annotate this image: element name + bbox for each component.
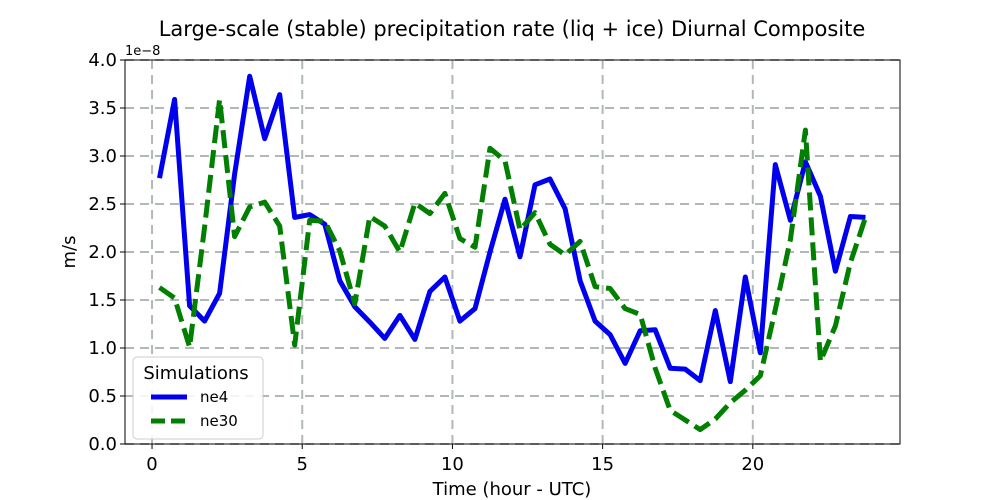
y-tick-label: 2.5 xyxy=(88,194,117,215)
legend-label-ne30: ne30 xyxy=(200,412,238,430)
y-tick-label: 3.5 xyxy=(88,98,117,119)
x-tick-label: 10 xyxy=(441,454,464,475)
legend-box xyxy=(132,356,264,440)
legend-title: Simulations xyxy=(143,363,248,384)
legend: Simulations ne4 ne30 xyxy=(132,356,264,440)
series-layer xyxy=(157,73,868,433)
legend-label-ne4: ne4 xyxy=(200,388,228,406)
y-tick-label: 4.0 xyxy=(88,50,117,71)
y-offset-label: 1e−8 xyxy=(125,44,160,59)
y-axis-ticks: 0.0 0.5 1.0 1.5 2.0 2.5 3.0 3.5 4.0 xyxy=(88,50,125,455)
y-axis-label: m/s xyxy=(59,236,80,269)
y-tick-label: 2.0 xyxy=(88,242,117,263)
x-tick-label: 0 xyxy=(146,454,157,475)
chart-title: Large-scale (stable) precipitation rate … xyxy=(159,17,866,41)
x-axis-label: Time (hour - UTC) xyxy=(432,479,592,500)
series-line-ne30 xyxy=(158,96,868,433)
y-tick-label: 1.5 xyxy=(88,290,117,311)
x-tick-label: 5 xyxy=(297,454,308,475)
y-tick-label: 0.0 xyxy=(88,434,117,455)
x-axis-ticks: 0 5 10 15 20 xyxy=(146,444,764,475)
x-tick-label: 15 xyxy=(591,454,614,475)
y-tick-label: 0.5 xyxy=(88,386,117,407)
y-tick-label: 1.0 xyxy=(88,338,117,359)
legend-items: ne4 ne30 xyxy=(151,388,238,430)
y-tick-label: 3.0 xyxy=(88,146,117,167)
x-tick-label: 20 xyxy=(741,454,764,475)
series-line-ne4 xyxy=(157,73,866,385)
